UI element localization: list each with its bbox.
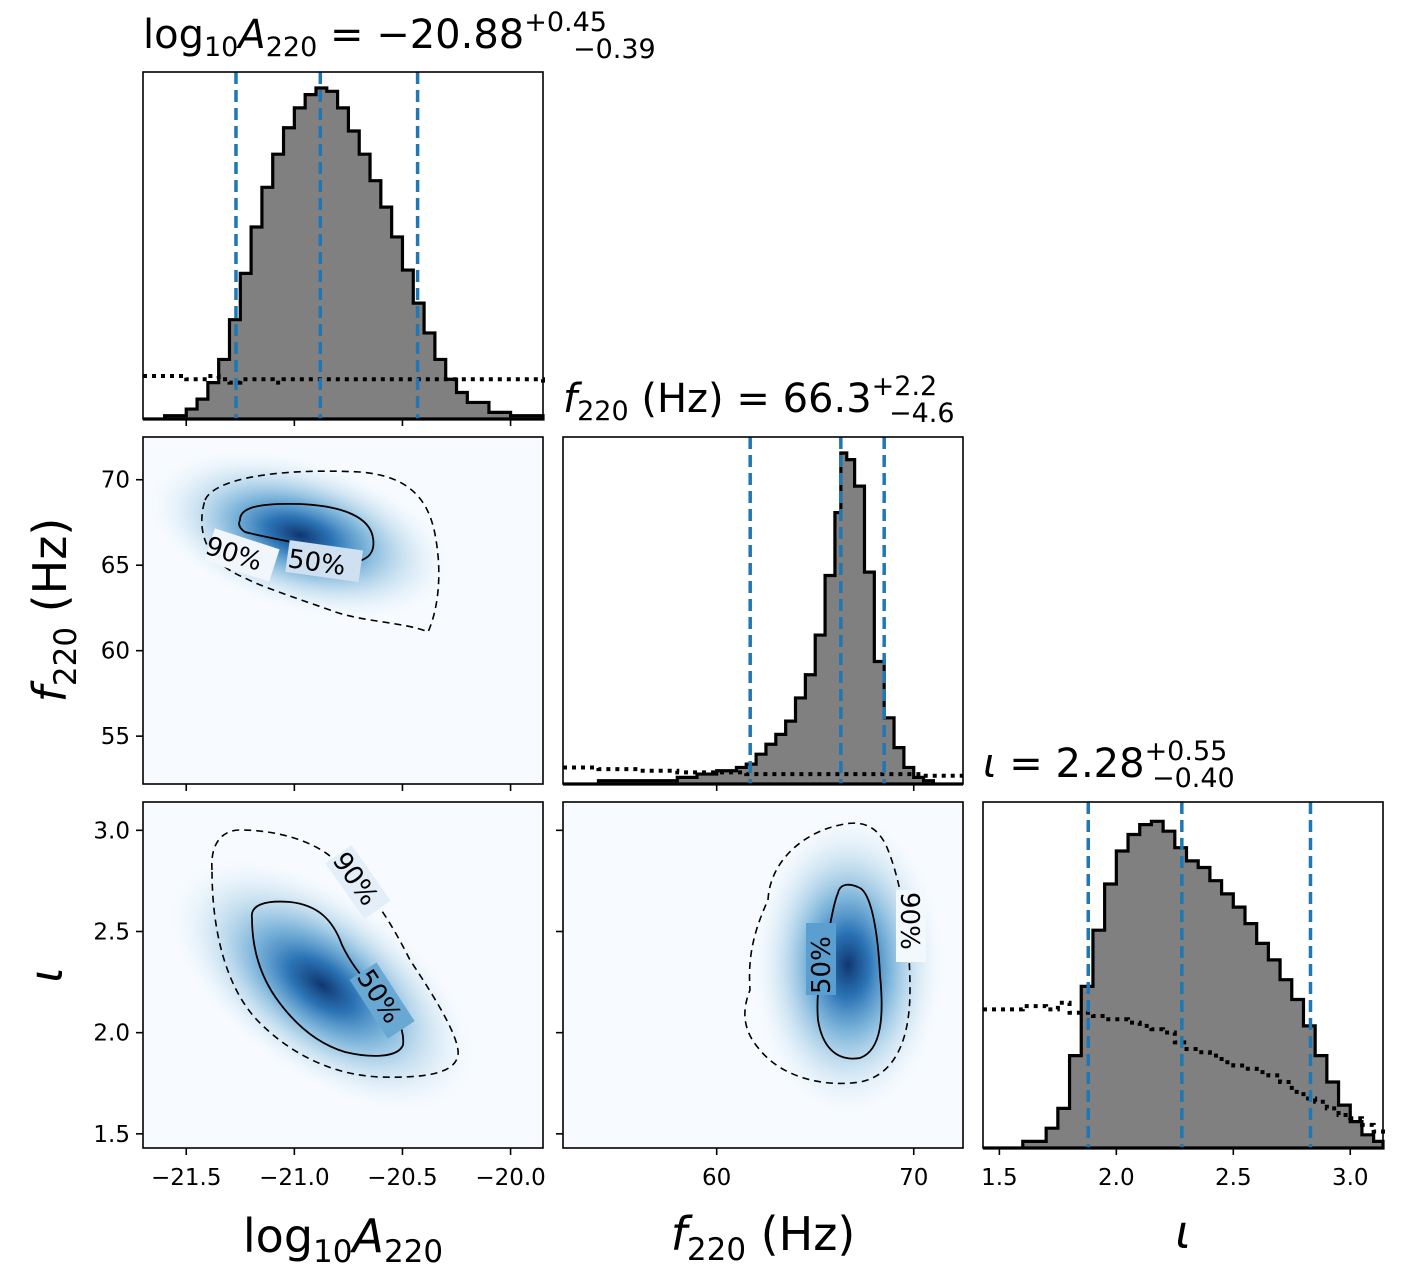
contour-label-90: 90% [894, 892, 924, 950]
ylabel-iota: ι [19, 967, 73, 983]
title-logA: log10A220 = −20.88+0.45 [143, 7, 607, 63]
panel-hist-f220-frame [562, 436, 964, 785]
xlabel-logA: log10A220 [243, 1209, 443, 1270]
title-logA-sup: +0.45 [524, 7, 607, 38]
contour-label-50: 50% [807, 936, 837, 994]
prior-line-f220 [563, 765, 963, 778]
contour-label-bg-90 [325, 844, 391, 920]
histogram-f220 [563, 437, 963, 786]
title-iota-sup: +0.55 [1145, 736, 1228, 767]
density-blob-f220-iota [753, 815, 943, 1115]
title-f220: f220 (Hz) = 66.3+2.2 [563, 371, 937, 427]
xtick-label-f220: 70 [899, 1165, 928, 1191]
contour-label-bg-50 [806, 923, 836, 995]
contours-logA-f220 [201, 470, 440, 634]
contour-90-logA-iota [211, 829, 459, 1078]
title-f220-sub: −4.6 [889, 398, 955, 429]
contour-label-bg-90 [204, 528, 280, 582]
xtick-label-logA: −20.0 [475, 1165, 545, 1191]
panel-hist-iota-frame [982, 801, 1384, 1149]
panel-f220-iota-frame [562, 801, 964, 1149]
panel-logA-iota-frame [142, 801, 544, 1149]
density-blob-logA-iota [170, 858, 474, 1112]
contour-label-bg-50 [285, 540, 363, 583]
ytick-label-iota: 1.5 [93, 1122, 130, 1148]
ytick-label-iota: 2.5 [93, 919, 130, 945]
title-f220-sup: +2.2 [872, 371, 938, 402]
title-iota-sub: −0.40 [1152, 763, 1235, 794]
contour-50-logA-f220 [238, 502, 375, 561]
title-iota: ι = 2.28+0.55 [983, 736, 1227, 787]
contour-label-bg-50 [349, 962, 415, 1039]
xtick-label-iota: 2.0 [1098, 1165, 1135, 1191]
panel-frames [142, 71, 1384, 1149]
xtick-label-iota: 3.0 [1332, 1165, 1369, 1191]
ytick-label-f220: 60 [101, 639, 130, 665]
contour-90-logA-f220 [201, 470, 440, 634]
contour-50-logA-iota [251, 900, 405, 1057]
xlabel-f220: f220 (Hz) [671, 1207, 856, 1268]
axis-ticks: −21.5 −21.0 −20.5 −20.0 60 70 1.5 2.0 2.5 3.0 55 60… [93, 419, 1369, 1191]
ytick-label-f220: 70 [101, 468, 130, 494]
xlabel-iota: ι [1175, 1205, 1191, 1259]
density-layer [149, 451, 943, 1115]
xtick-label-logA: −21.0 [259, 1165, 329, 1191]
xtick-label-logA: −21.5 [151, 1165, 221, 1191]
contour-90-f220-iota [744, 822, 911, 1085]
xtick-label-iota: 1.5 [981, 1165, 1018, 1191]
ytick-label-f220: 65 [101, 553, 130, 579]
xtick-label-f220: 60 [702, 1165, 731, 1191]
histogram-bars-logA [143, 86, 545, 421]
histogram-iota [983, 802, 1385, 1150]
ylabel-f220: f220 (Hz) [23, 518, 84, 703]
xtick-label-logA: −20.5 [367, 1165, 437, 1191]
ytick-label-iota: 2.0 [93, 1021, 130, 1047]
histogram-bars-f220 [563, 451, 963, 786]
xtick-label-iota: 2.5 [1215, 1165, 1252, 1191]
panel-hist-logA-frame [142, 71, 544, 420]
title-logA-sub: −0.39 [573, 34, 656, 65]
histogram-logA [143, 72, 545, 421]
contours-logA-iota [211, 829, 459, 1078]
ytick-label-iota: 3.0 [93, 818, 130, 844]
prior-line-iota [983, 1000, 1385, 1135]
contour-label-bg-90 [896, 890, 926, 962]
density-blob-logA-f220 [149, 451, 451, 619]
panel-logA-f220-frame [142, 436, 544, 785]
ytick-label-f220: 55 [101, 724, 130, 750]
contour-labels-f220-iota: 50% 90% [806, 890, 926, 995]
